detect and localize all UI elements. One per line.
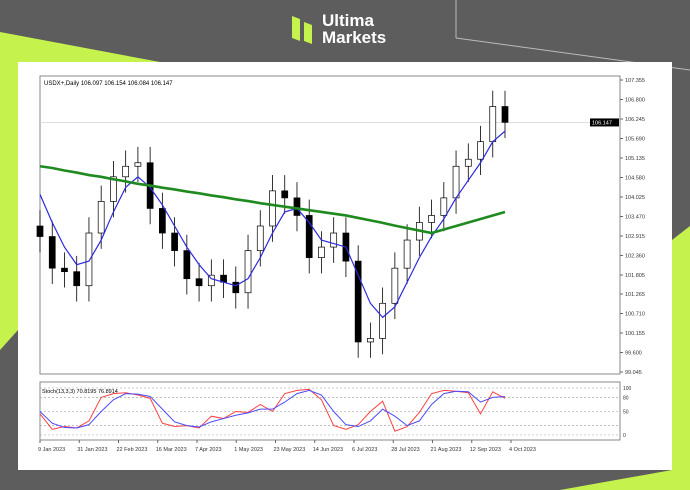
stoch-plot-frame (39, 381, 621, 441)
candle-body (183, 250, 191, 280)
candle-body (159, 208, 166, 234)
candle-body (403, 239, 411, 269)
candle-body (85, 232, 93, 287)
current-price-label: 106.147 (592, 120, 612, 126)
candle-body (232, 281, 240, 294)
candle-body (244, 250, 252, 294)
candle-body (256, 225, 264, 251)
x-tick-label: 23 May 2023 (274, 447, 306, 453)
x-tick-label: 1 May 2023 (234, 447, 263, 453)
x-tick-label: 14 Jun 2023 (313, 447, 343, 453)
candle-body (428, 215, 435, 223)
candle-body (293, 197, 301, 216)
x-tick-label: 4 Oct 2023 (509, 447, 536, 453)
y-tick-label: 103.470 (625, 215, 645, 221)
moving-average-slow (39, 164, 506, 235)
candle-body (440, 197, 448, 216)
brand-name-line1: Ultima (322, 11, 374, 30)
candle-body (195, 278, 203, 287)
stoch-title: Stoch(13,3,3) 70.8195 76.8914 (42, 389, 118, 395)
x-tick-label: 12 Sep 2023 (470, 447, 501, 453)
candle-body (305, 215, 313, 258)
candle-body (207, 274, 215, 287)
chart-card: 107.355 106.800 106.245 105.690 105.135 104.5… (18, 62, 672, 470)
y-tick-label: 104.580 (625, 176, 645, 182)
logo-mark-icon (292, 16, 312, 44)
candle-body (134, 162, 142, 167)
x-tick-label: 7 Apr 2023 (195, 447, 222, 453)
price-chart: 107.355 106.800 106.245 105.690 105.135 104.5… (36, 75, 645, 453)
y-tick-label: 102.360 (625, 254, 645, 260)
candle-body (36, 225, 44, 237)
y-tick-label: 106.800 (625, 98, 645, 104)
current-price-badge (590, 118, 619, 127)
stoch-tick-label: 50 (623, 410, 629, 416)
main-plot-frame (39, 75, 621, 375)
candle-body (391, 267, 399, 304)
y-tick-label: 102.915 (625, 234, 645, 240)
y-tick-label: 104.025 (625, 195, 645, 201)
y-tick-label: 99.600 (625, 350, 642, 356)
main-panel: 107.355 106.800 106.245 105.690 105.135 104.5… (36, 75, 645, 376)
candle-body (281, 190, 289, 199)
candle-body (354, 260, 362, 343)
lime-band-right (560, 226, 690, 490)
y-tick-label: 107.355 (625, 78, 645, 84)
y-tick-label: 105.690 (625, 137, 645, 143)
candle-body (367, 338, 374, 343)
stoch-tick-label: 100 (623, 386, 632, 392)
candle-body (477, 141, 484, 160)
stoch-panel: 100 80 50 0 9 Jan 2023 31 Jan 2023 22 Feb 2023… (38, 381, 632, 453)
y-tick-label: 101.805 (625, 273, 645, 279)
candle-body (73, 271, 81, 287)
brand-name-line2: Markets (322, 28, 387, 47)
x-tick-label: 16 Mar 2023 (156, 447, 187, 453)
candle-body (171, 232, 178, 251)
stoch-main-line (39, 388, 506, 432)
stoch-tick-label: 0 (623, 433, 626, 439)
x-tick-label: 21 Aug 2023 (431, 447, 462, 453)
candle-body (330, 232, 338, 248)
y-tick-label: 106.245 (625, 117, 645, 123)
candle-body (489, 106, 497, 143)
moving-average-fast (39, 130, 506, 319)
y-tick-label: 101.265 (625, 292, 645, 298)
y-tick-label: 105.135 (625, 156, 645, 162)
candle-body (61, 267, 68, 273)
x-tick-label: 6 Jul 2023 (352, 447, 377, 453)
y-tick-label: 100.710 (625, 311, 645, 317)
candle-body (501, 106, 509, 123)
candle-body (110, 176, 117, 202)
candle-body (48, 236, 56, 269)
stoch-signal-line (39, 389, 506, 429)
y-tick-label: 99.045 (625, 370, 642, 376)
stoch-tick-label: 80 (623, 395, 629, 401)
candle-body (452, 165, 460, 199)
lime-band-left (0, 32, 160, 350)
x-tick-label: 9 Jan 2023 (38, 447, 65, 453)
x-tick-label: 22 Feb 2023 (117, 447, 148, 453)
candle-body (269, 190, 276, 227)
candle-body (379, 302, 386, 339)
brand-logo: Ultima Markets (292, 12, 386, 46)
candle-body (464, 158, 472, 167)
x-tick-label: 28 Jul 2023 (391, 447, 419, 453)
candle-body (318, 246, 325, 258)
candle-body (122, 165, 130, 178)
main-chart-title: USDX+,Daily 106.097 106.154 106.084 106.… (44, 81, 173, 87)
y-tick-label: 100.155 (625, 331, 645, 337)
candle-body (97, 201, 105, 234)
x-tick-label: 31 Jan 2023 (77, 447, 107, 453)
